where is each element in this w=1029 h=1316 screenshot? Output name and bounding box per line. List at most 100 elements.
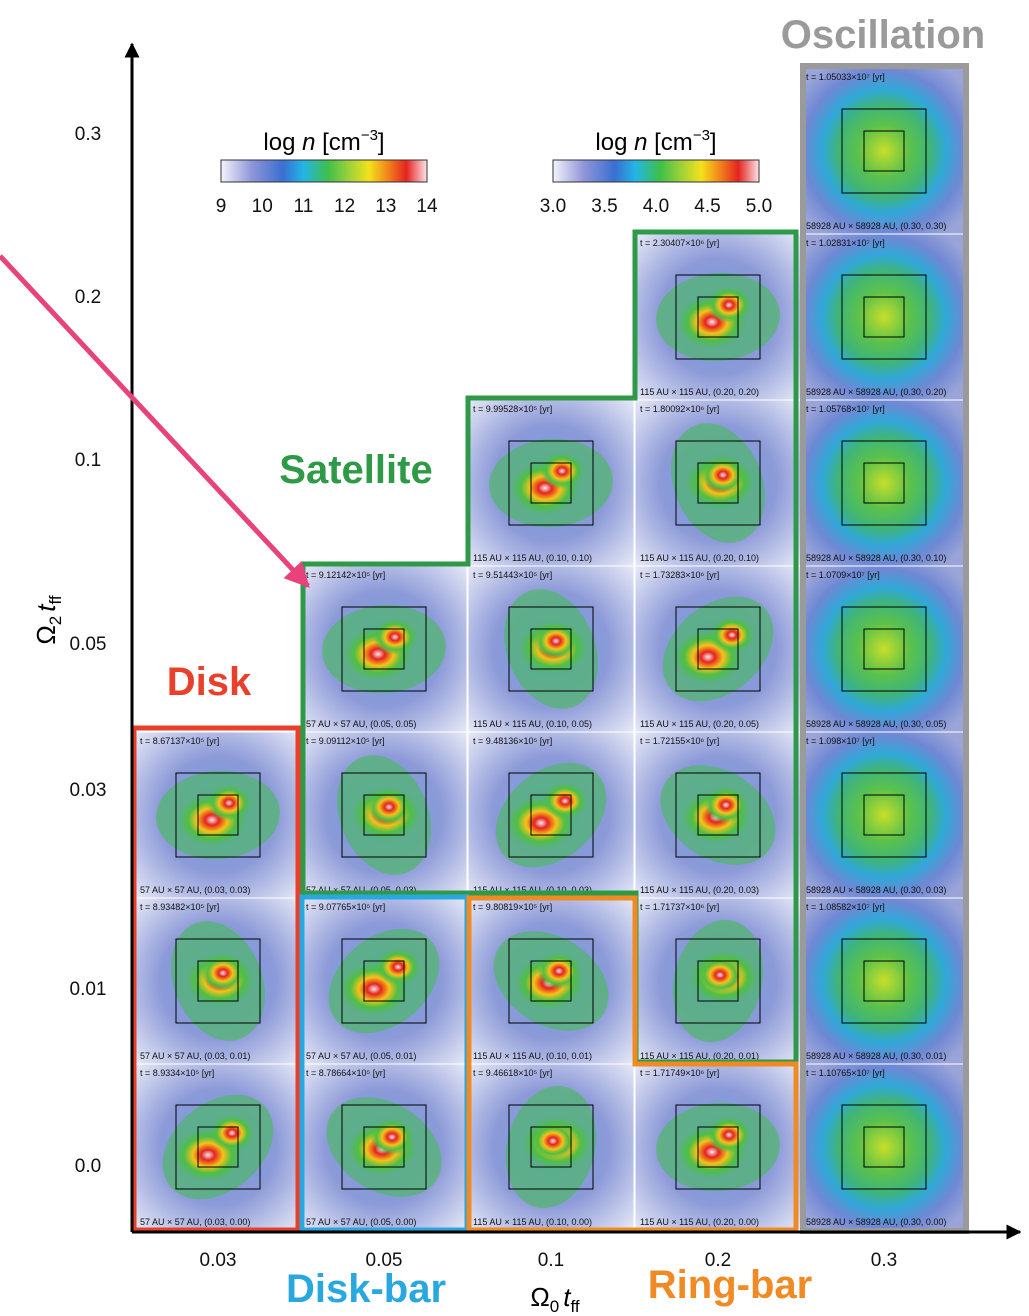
y-tick-label: 0.1 bbox=[75, 450, 101, 471]
panel-scale: 57 AU × 57 AU, (0.03, 0.01) bbox=[140, 1051, 250, 1061]
panel-scale: 58928 AU × 58928 AU, (0.30, 0.20) bbox=[806, 387, 946, 397]
panel-time: t = 1.73283×10⁶ [yr] bbox=[640, 570, 719, 580]
x-tick-label: 0.3 bbox=[871, 1250, 897, 1271]
colorbar-tick-label: 14 bbox=[416, 196, 438, 217]
panel-scale: 58928 AU × 58928 AU, (0.30, 0.01) bbox=[806, 1051, 946, 1061]
panel-time: t = 1.05033×10⁷ [yr] bbox=[806, 72, 885, 82]
disk-label: Disk bbox=[167, 660, 252, 704]
panel: t = 9.07765×10⁵ [yr] 57 AU × 57 AU, (0.05… bbox=[301, 898, 467, 1064]
panel-image bbox=[801, 898, 967, 1064]
pointer-arrow bbox=[0, 256, 308, 586]
colorbar-bar bbox=[553, 160, 759, 182]
oscillation-label: Oscillation bbox=[781, 13, 986, 57]
panel-image bbox=[801, 234, 967, 400]
panel-scale: 115 AU × 115 AU, (0.20, 0.20) bbox=[640, 387, 759, 397]
panel-scale: 57 AU × 57 AU, (0.05, 0.01) bbox=[306, 1051, 416, 1061]
panel: t = 8.78664×10⁵ [yr]57 AU × 57 AU, (0.05… bbox=[301, 1064, 467, 1230]
panel-scale: 115 AU × 115 AU, (0.10, 0.05) bbox=[473, 719, 592, 729]
panel-time: t = 8.78664×10⁵ [yr] bbox=[306, 1068, 385, 1078]
colorbar-tick-label: 11 bbox=[294, 196, 314, 217]
density-structure bbox=[710, 617, 754, 653]
panel: t = 1.02831×10⁷ [yr] 58928 AU × 58928 AU,… bbox=[801, 234, 967, 400]
colorbar-title: log n [cm−3] bbox=[595, 127, 716, 156]
panel: t = 8.67137×10⁵ [yr]57 AU × 57 AU, (0.03… bbox=[135, 732, 301, 898]
panel: t = 1.71737×10⁶ [yr]115 AU × 115 AU, (0.… bbox=[635, 898, 801, 1064]
y-tick-label: 0.3 bbox=[75, 124, 101, 145]
panel-scale: 115 AU × 115 AU, (0.10, 0.01) bbox=[473, 1051, 592, 1061]
density-structure bbox=[704, 787, 748, 823]
panel-time: t = 1.02831×10⁷ [yr] bbox=[806, 238, 885, 248]
panel-time: t = 1.10765×10⁷ [yr] bbox=[806, 1068, 885, 1078]
panel: t = 9.80819×10⁵ [yr]115 AU × 115 AU, (0.… bbox=[468, 898, 634, 1064]
panel: t = 1.80092×10⁶ [yr] 115 AU × 115 AU, (0.… bbox=[635, 400, 801, 566]
density-structure bbox=[537, 953, 581, 989]
panel: t = 1.05768×10⁷ [yr] 58928 AU × 58928 AU,… bbox=[801, 400, 967, 566]
panel-scale: 57 AU × 57 AU, (0.03, 0.00) bbox=[140, 1217, 250, 1227]
density-structure bbox=[707, 287, 751, 323]
colorbar-tick-label: 4.5 bbox=[694, 196, 720, 217]
disk-bar-label: Disk-bar bbox=[286, 1267, 446, 1311]
panel-grid: t = 8.9334×10⁵ [yr] 57 AU × 57 AU, (0.03,… bbox=[135, 68, 967, 1230]
colorbar-tick-label: 12 bbox=[334, 196, 355, 217]
panel: t = 9.51443×10⁵ [yr]115 AU × 115 AU, (0.… bbox=[468, 566, 634, 732]
colorbar-tick-label: 10 bbox=[252, 196, 273, 217]
colorbar-1: log n [cm−3] bbox=[221, 127, 427, 182]
panel: t = 2.30407×10⁶ [yr]115 AU × 115 AU, (0.… bbox=[635, 234, 801, 400]
panel-time: t = 1.0709×10⁷ [yr] bbox=[806, 570, 880, 580]
panel-scale: 58928 AU × 58928 AU, (0.30, 0.03) bbox=[806, 885, 946, 895]
panel: t = 9.99528×10⁵ [yr] 115 AU × 115 AU, (0.… bbox=[468, 400, 634, 566]
panel-scale: 58928 AU × 58928 AU, (0.30, 0.10) bbox=[806, 553, 946, 563]
panel-time: t = 9.99528×10⁵ [yr] bbox=[473, 404, 552, 414]
panel-scale: 115 AU × 115 AU, (0.20, 0.00) bbox=[640, 1217, 759, 1227]
density-structure bbox=[707, 1117, 751, 1153]
panel: t = 9.46618×10⁵ [yr]115 AU × 115 AU, (0.… bbox=[468, 1064, 634, 1230]
x-tick-label: 0.03 bbox=[200, 1250, 237, 1271]
panel-time: t = 8.9334×10⁵ [yr] bbox=[140, 1068, 214, 1078]
panel-image bbox=[801, 400, 967, 566]
panel: t = 1.0709×10⁷ [yr] 58928 AU × 58928 AU, … bbox=[801, 566, 967, 732]
panel-time: t = 9.46618×10⁵ [yr] bbox=[473, 1068, 552, 1078]
panel-scale: 115 AU × 115 AU, (0.10, 0.10) bbox=[473, 553, 592, 563]
density-structure bbox=[543, 783, 587, 819]
panel-time: t = 8.67137×10⁵ [yr] bbox=[140, 736, 219, 746]
colorbar-tick-label: 13 bbox=[375, 196, 396, 217]
panel-time: t = 1.72155×10⁶ [yr] bbox=[640, 736, 719, 746]
figure: t = 8.9334×10⁵ [yr] 57 AU × 57 AU, (0.03,… bbox=[0, 0, 1029, 1316]
y-axis-title: Ω2tff bbox=[31, 595, 65, 645]
panel-time: t = 9.48136×10⁵ [yr] bbox=[473, 736, 552, 746]
panel-image bbox=[801, 68, 967, 234]
colorbar-tick-label: 3.0 bbox=[540, 196, 566, 217]
panel-time: t = 1.05768×10⁷ [yr] bbox=[806, 404, 885, 414]
panel-image bbox=[801, 732, 967, 898]
panel-scale: 115 AU × 115 AU, (0.20, 0.10) bbox=[640, 553, 759, 563]
colorbar-bar bbox=[221, 160, 427, 182]
y-tick-label: 0.05 bbox=[70, 634, 107, 655]
panel-scale: 58928 AU × 58928 AU, (0.30, 0.00) bbox=[806, 1217, 946, 1227]
panel: t = 9.09112×10⁵ [yr]57 AU × 57 AU, (0.05… bbox=[301, 732, 467, 898]
panel-time: t = 1.80092×10⁶ [yr] bbox=[640, 404, 719, 414]
panel: t = 9.48136×10⁵ [yr]115 AU × 115 AU, (0.… bbox=[468, 732, 634, 898]
panel: t = 1.72155×10⁶ [yr] 115 AU × 115 AU, (0.… bbox=[635, 732, 801, 898]
x-tick-label: 0.05 bbox=[366, 1250, 403, 1271]
density-structure bbox=[376, 949, 420, 985]
panel-image bbox=[801, 1064, 967, 1230]
panel-time: t = 9.07765×10⁵ [yr] bbox=[306, 902, 385, 912]
panel: t = 8.9334×10⁵ [yr] 57 AU × 57 AU, (0.03,… bbox=[135, 1064, 301, 1230]
density-structure bbox=[210, 1115, 254, 1151]
colorbar-tick-label: 3.5 bbox=[591, 196, 617, 217]
y-tick-label: 0.2 bbox=[75, 287, 101, 308]
colorbar-2: log n [cm−3] bbox=[553, 127, 759, 182]
panel-scale: 115 AU × 115 AU, (0.20, 0.03) bbox=[640, 885, 759, 895]
y-tick-label: 0.01 bbox=[70, 979, 107, 1000]
panel: t = 1.71749×10⁶ [yr]115 AU × 115 AU, (0.… bbox=[635, 1064, 801, 1230]
panel-scale: 58928 AU × 58928 AU, (0.30, 0.05) bbox=[806, 719, 946, 729]
y-tick-label: 0.03 bbox=[70, 780, 107, 801]
panel: t = 1.08582×10⁷ [yr]58928 AU × 58928 AU,… bbox=[801, 898, 967, 1064]
density-structure bbox=[540, 453, 584, 489]
panel-time: t = 9.12142×10⁵ [yr] bbox=[306, 570, 385, 580]
x-tick-label: 0.1 bbox=[538, 1250, 564, 1271]
satellite-label: Satellite bbox=[279, 448, 432, 492]
panel-time: t = 8.93482×10⁵ [yr] bbox=[140, 902, 219, 912]
colorbar-tick-label: 4.0 bbox=[643, 196, 669, 217]
